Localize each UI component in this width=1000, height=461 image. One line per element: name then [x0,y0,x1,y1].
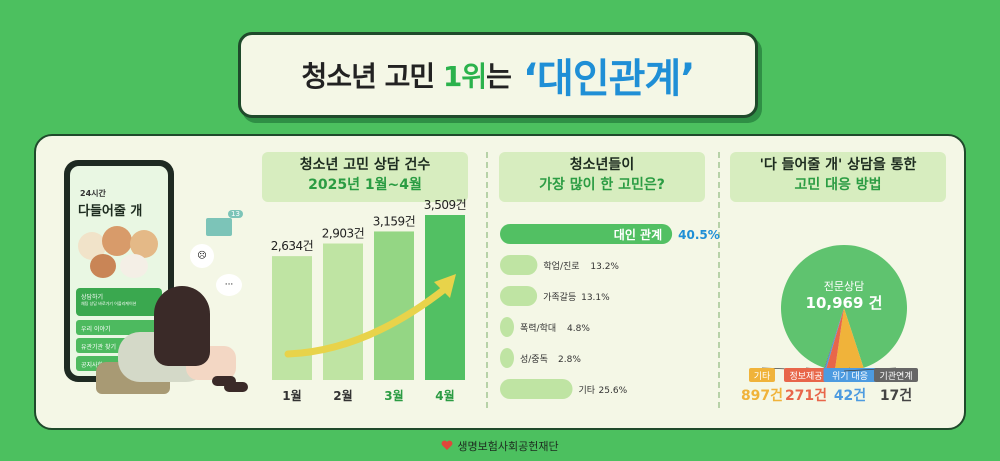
hbar [500,286,538,306]
section2-subtitle: 가장 많이 한 고민은? [539,177,665,193]
bar [272,256,312,380]
hbar [500,224,673,244]
shoe [212,376,236,386]
section2-header: 청소년들이 가장 많이 한 고민은? [499,152,705,202]
bar-data-label: 2,634건 [271,239,313,253]
infographic-panel: 24시간 다들어줄 개 상담하기 채팅 상담 바로가기 어플리케이션 우리 이야… [34,134,966,430]
title-prefix: 청소년 고민 [301,60,443,93]
pie-slice [824,308,844,369]
section3-subtitle: 고민 대응 방법 [794,177,882,193]
pie-data-label: 897건 [741,387,783,404]
divider [718,152,720,408]
section1-header: 청소년 고민 상담 건수 2025년 1월~4월 [262,152,468,202]
bar [374,231,414,380]
phone-illustration: 24시간 다들어줄 개 상담하기 채팅 상담 바로가기 어플리케이션 우리 이야… [64,160,174,382]
pie-category-badge [874,368,918,382]
menu-consult-label: 상담하기 [81,294,104,301]
hbar [500,348,514,368]
footer: 생명보험사회공헌재단 [0,438,1000,454]
footer-org: 생명보험사회공헌재단 [457,440,559,453]
pie-data-label: 42건 [834,387,866,404]
pie-category-label: 정보제공 [789,371,822,382]
menu-consult: 상담하기 채팅 상담 바로가기 어플리케이션 [76,288,162,316]
page-title: 청소년 고민 1위는 [301,55,512,95]
divider [486,152,488,408]
trend-arrow [284,284,450,358]
envelope-icon [206,218,232,236]
menu-consult-sub: 채팅 상담 바로가기 어플리케이션 [81,301,137,306]
pie-main-value: 10,969 건 [806,294,883,312]
hbar-category-label: 폭력/학대 [520,322,556,334]
pets-illustration [76,222,162,282]
pie-category-badge [749,368,775,382]
trend-arrow-head [434,274,456,298]
hbar-data-label: 13.1% [581,293,610,303]
pie-slice [826,308,844,371]
title-suffix: 는 [486,60,512,93]
phone-badge: 24시간 [80,189,106,198]
hbar-category-label: 가족갈등 [543,292,576,303]
x-tick-label: 4월 [435,388,454,403]
pie-slice [834,308,864,371]
shoe [224,382,248,392]
ellipsis-bubble-icon: ··· [216,274,242,296]
bar-data-label: 3,159건 [373,214,415,228]
hbar-category-label: 학업/진로 [543,261,579,272]
heart-logo-icon [441,440,453,450]
pie-main-label: 전문상담 [824,280,864,293]
pie-data-label: 271건 [785,387,827,404]
title-banner: 청소년 고민 1위는 ‘대인관계’ [238,32,758,118]
hbar [500,255,538,275]
bar [323,243,363,380]
pie-category-badge [784,368,828,382]
hbar-data-label: 13.2% [590,262,619,272]
envelope-badge: 13 [228,210,243,218]
hbar [500,379,573,399]
section1-subtitle: 2025년 1월~4월 [308,177,422,193]
pie-category-badge [823,368,877,382]
sad-face-icon: ☹ [190,244,214,268]
x-tick-label: 3월 [384,388,403,403]
pie-category-label: 기관연계 [879,370,912,382]
pie-data-label: 17건 [880,387,912,404]
menu-story: 우리 이야기 [76,320,162,335]
x-tick-label: 2월 [333,388,352,403]
x-tick-label: 1월 [282,388,301,403]
hbar-data-label: 40.5% [678,228,720,242]
charts-canvas: 2,634건 1월 2,903건 2월 3,159건 3월 3,509건 4월 대인 관계 40.… [271,198,918,404]
girl-hair [154,286,210,366]
section2-title: 청소년들이 [569,157,635,173]
hbar [500,317,514,337]
bar-data-label: 2,903건 [322,226,364,240]
title-accent: ‘대인관계’ [522,56,696,102]
section3-header: '다 들어줄 개' 상담을 통한 고민 대응 방법 [730,152,946,202]
hbar-category-label: 대인 관계 [614,227,662,242]
bar-data-label: 3,509건 [424,198,466,212]
section1-title: 청소년 고민 상담 건수 [299,157,431,173]
hbar-data-label: 2.8% [558,355,581,365]
title-rank: 1위 [442,60,487,93]
hbar-category-label: 성/중독 [520,354,548,365]
pie-category-label: 기타 [754,371,771,382]
pie-slice [781,245,908,368]
pie-slice [824,308,844,369]
pie-category-label: 위기 대응 [832,371,868,382]
hbar-data-label: 25.6% [599,386,628,396]
hbar-data-label: 4.8% [567,324,590,334]
section3-title: '다 들어줄 개' 상담을 통한 [759,157,917,173]
phone-app-name: 다들어줄 개 [78,204,143,219]
hbar-category-label: 기타 [579,385,596,396]
